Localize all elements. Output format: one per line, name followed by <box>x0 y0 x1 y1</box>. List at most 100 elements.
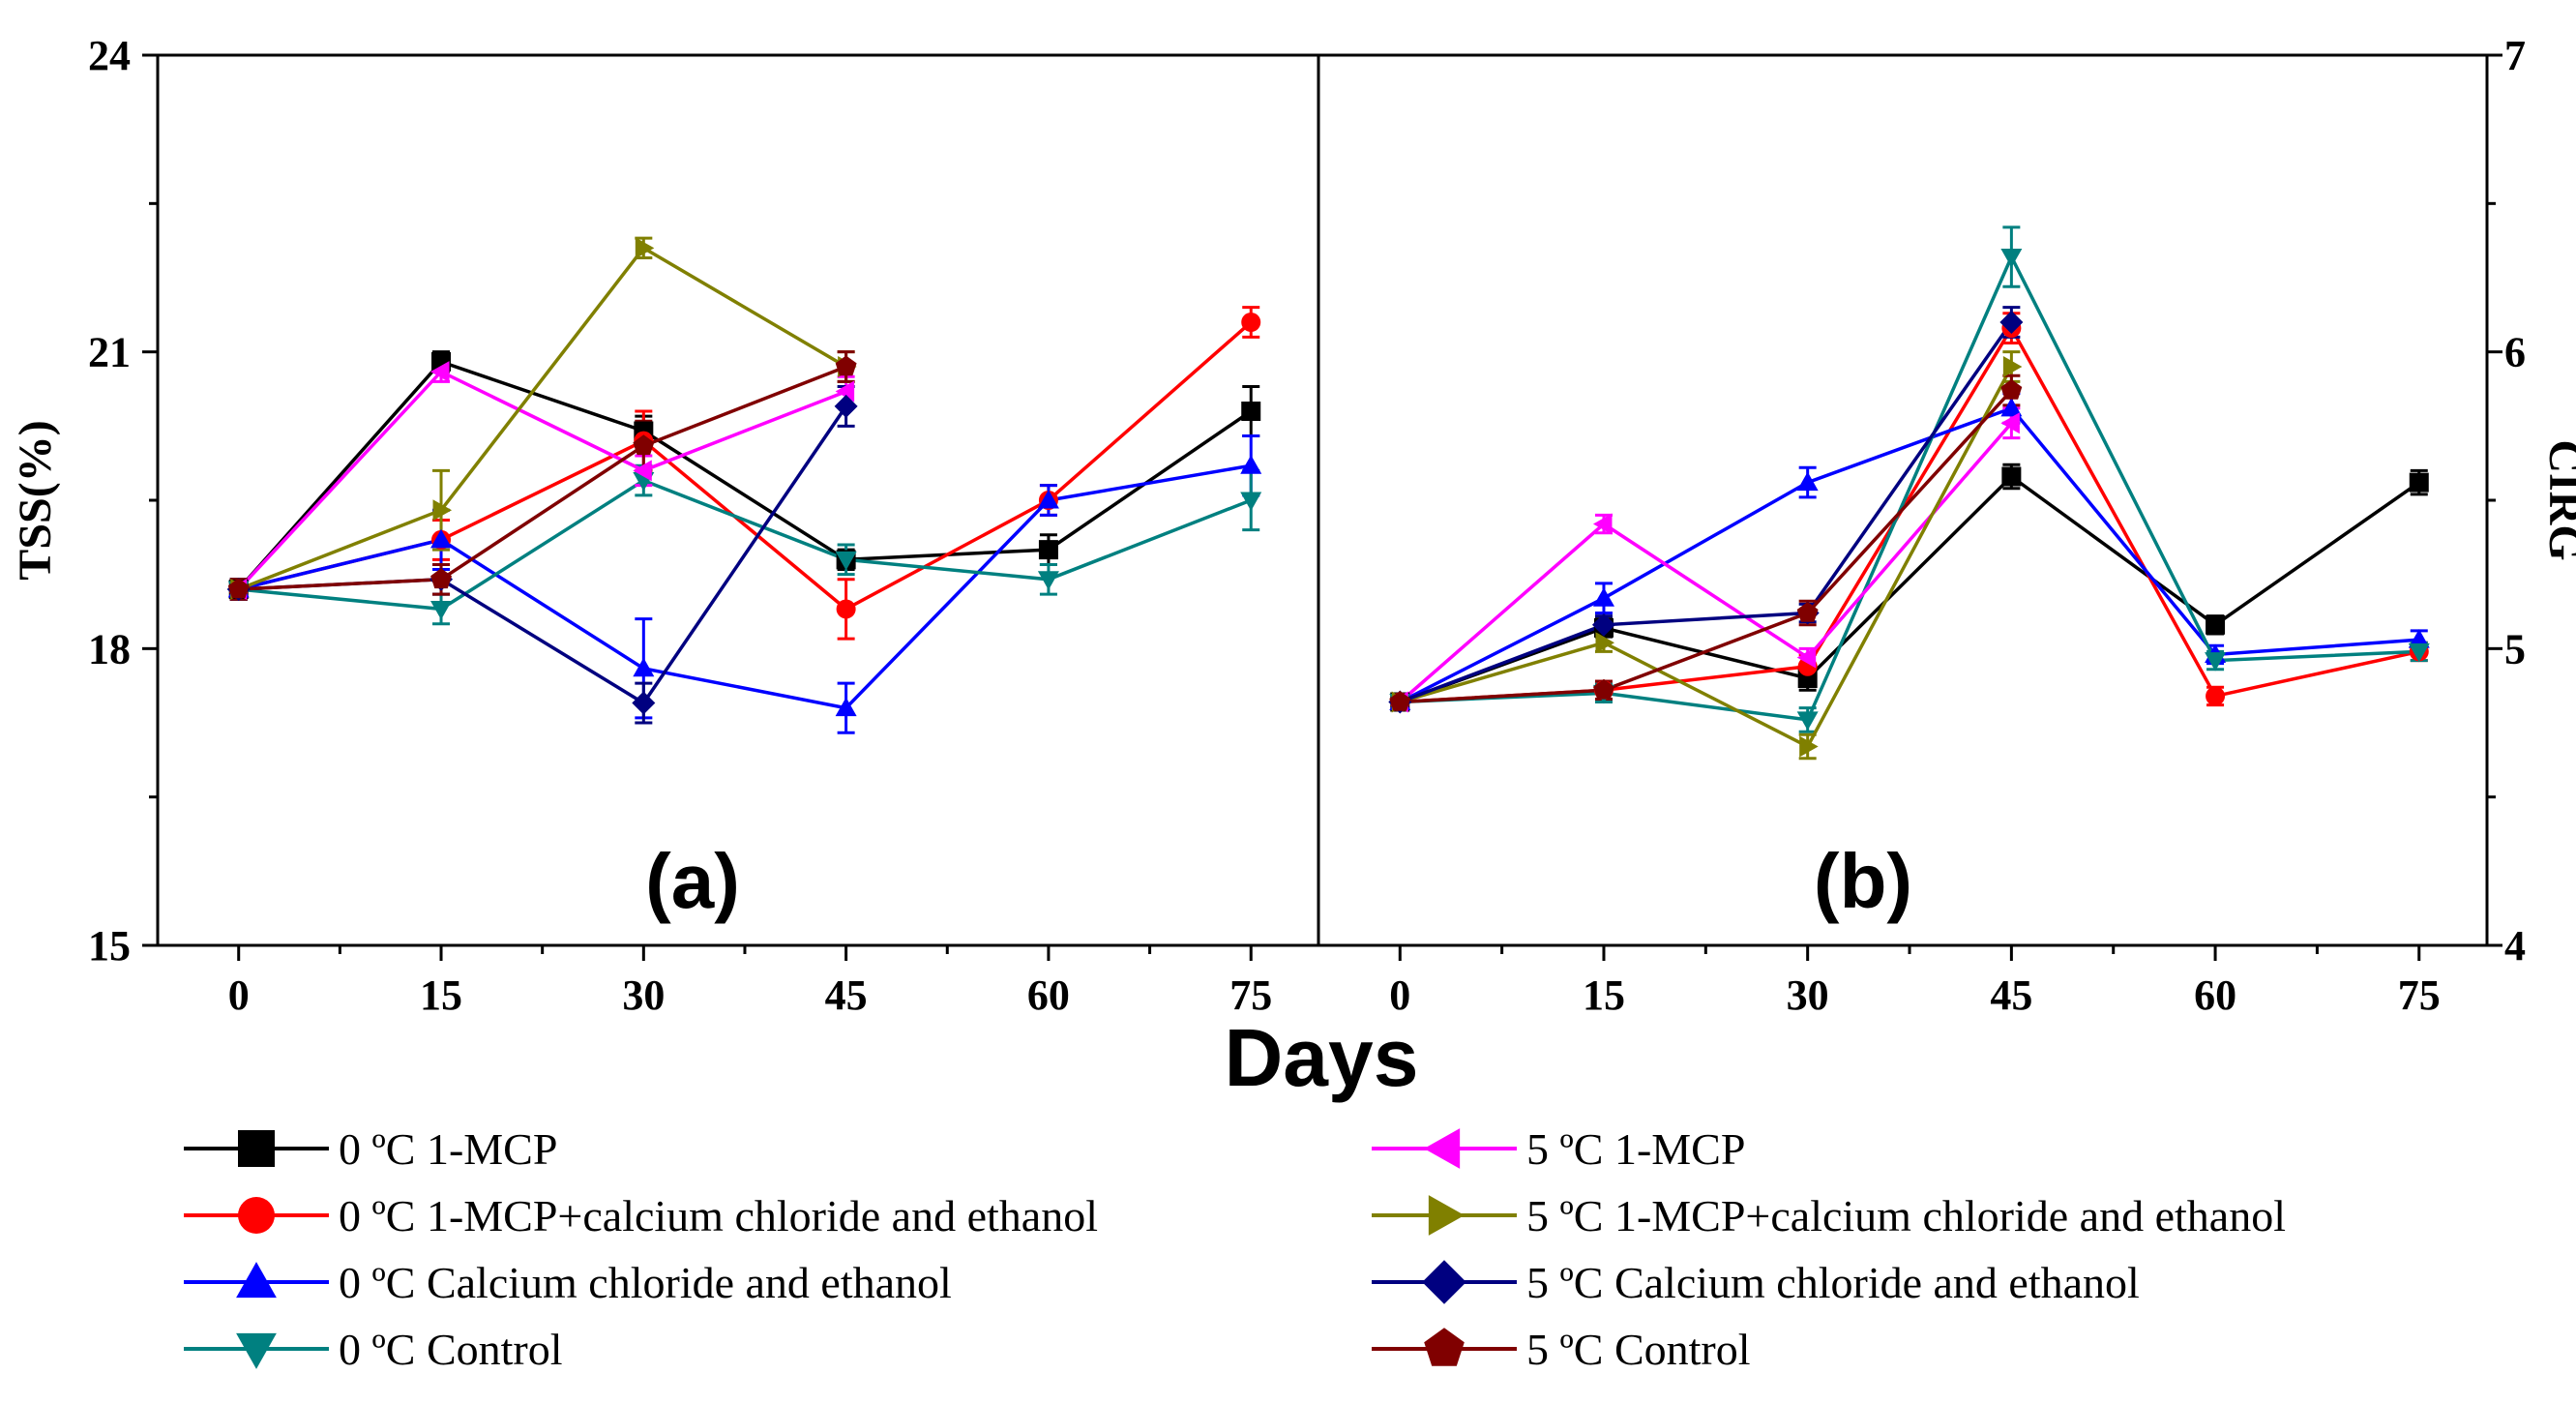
legend-marker <box>1424 1128 1461 1169</box>
panel-a-data-point <box>1037 571 1059 590</box>
panel-a-x-tick-label: 15 <box>420 971 462 1019</box>
panel-b-data-point <box>2000 412 2020 434</box>
panel-b-data-point <box>2000 397 2023 417</box>
panel-b-data-point <box>2002 356 2023 377</box>
panel-b-series-line-7 <box>1399 320 2013 704</box>
panel-a: 0 15 30 45 60 75 15 18 21 24 (a) TSS(%) <box>10 32 1320 1019</box>
panel-a-series-line-1 <box>237 359 1253 591</box>
panel-a-data-point <box>430 568 452 589</box>
panel-a-data-point <box>1240 492 1262 511</box>
panel-b-data-point <box>2001 466 2022 487</box>
legend-marker <box>1428 1195 1465 1236</box>
panel-b-y-tick-label: 6 <box>2504 329 2526 376</box>
panel-b-series-line-5 <box>1399 422 2013 703</box>
panel-a-series-line-8 <box>238 365 847 591</box>
legend-marker <box>236 1332 277 1369</box>
legend-item-4: 0 ºC Control <box>184 1325 563 1374</box>
legend-label: 0 ºC 1-MCP+calcium chloride and ethanol <box>339 1191 1098 1240</box>
panel-b-data-point <box>2206 614 2226 635</box>
panel-a-data-point <box>834 394 858 418</box>
legend-item-5: 5 ºC 1-MCP <box>1372 1124 1745 1174</box>
panel-a-data-point <box>635 237 655 259</box>
panel-b-x-tick-label: 0 <box>1389 971 1410 1019</box>
panel-b-data-point <box>1799 735 1819 758</box>
panel-b-data-point <box>1796 646 1817 669</box>
panel-b-series-line-1 <box>1399 474 2420 704</box>
panel-a-data-point <box>1038 540 1058 560</box>
panel-a-data-point <box>633 434 655 456</box>
panel-b-data-point <box>2000 249 2023 268</box>
panel-b-x-tick-label: 30 <box>1787 971 1829 1019</box>
panel-b-data-point <box>2409 472 2429 493</box>
panel-b-data-point <box>2205 652 2227 672</box>
legend-label: 5 ºC Control <box>1526 1325 1751 1374</box>
panel-b-data-point <box>1592 513 1613 535</box>
panel-a-data-point <box>835 551 857 571</box>
panel-b-data-point <box>1999 311 2024 334</box>
panel-b-x-tick-label: 15 <box>1583 971 1625 1019</box>
panel-b-x-tick-label: 75 <box>2398 971 2441 1019</box>
panel-a-label: (a) <box>645 838 740 924</box>
panel-b-series-line-3 <box>1399 405 2419 704</box>
legend-marker <box>236 1262 277 1299</box>
panel-b-data-point <box>2000 379 2023 400</box>
legend-item-6: 5 ºC 1-MCP+calcium chloride and ethanol <box>1372 1191 2286 1240</box>
panel-a-data-point <box>836 599 856 619</box>
panel-a-y-tick-label: 18 <box>88 625 131 672</box>
panel-b-y-tick-label: 5 <box>2504 625 2526 672</box>
panel-a-series-line-5 <box>237 369 847 591</box>
legend-item-1: 0 ºC 1-MCP <box>184 1124 557 1174</box>
panel-a-ticks: 0 15 30 45 60 75 15 18 21 24 <box>88 32 1272 1019</box>
panel-a-series-line-3 <box>238 463 1252 710</box>
legend-label: 0 ºC 1-MCP <box>339 1124 557 1174</box>
panel-a-series-markers <box>226 237 1262 717</box>
legend-item-2: 0 ºC 1-MCP+calcium chloride and ethanol <box>184 1191 1098 1240</box>
legend-label: 5 ºC Calcium chloride and ethanol <box>1526 1258 2140 1307</box>
panel-a-data-point <box>430 600 453 620</box>
legend-marker <box>1424 1328 1465 1366</box>
panel-b-ylabel: CIRG <box>2539 439 2576 560</box>
legend-marker <box>1422 1260 1466 1304</box>
panel-a-y-tick-label: 24 <box>88 32 131 79</box>
legend-item-8: 5 ºC Control <box>1372 1325 1751 1374</box>
panel-b-data-point <box>1796 471 1819 492</box>
panel-a-data-point <box>1240 455 1262 474</box>
panel-b-data-point <box>1389 691 1411 711</box>
panel-a-data-point <box>1241 402 1261 421</box>
panel-b-y-tick-label: 4 <box>2504 922 2526 970</box>
panel-b-series-markers <box>1388 249 2430 758</box>
panel-a-x-tick-label: 60 <box>1027 971 1070 1019</box>
panel-b-data-point <box>1593 678 1614 700</box>
panel-a-x-tick-label: 0 <box>228 971 250 1019</box>
legend-marker <box>238 1197 275 1234</box>
panel-a-data-point <box>1037 490 1059 509</box>
panel-b-y-tick-label: 7 <box>2504 32 2526 79</box>
legend-label: 5 ºC 1-MCP+calcium chloride and ethanol <box>1526 1191 2286 1240</box>
panel-a-data-point <box>632 691 656 715</box>
panel-a-x-tick-label: 45 <box>825 971 868 1019</box>
panel-b-data-point <box>1595 632 1614 654</box>
panel-b-data-point <box>1796 602 1819 622</box>
panel-a-series-line-4 <box>238 478 1252 612</box>
panel-a-data-point <box>227 578 250 599</box>
panel-a-y-tick-label: 21 <box>88 329 131 376</box>
panel-a-x-tick-label: 30 <box>622 971 665 1019</box>
panel-b-x-tick-label: 60 <box>2194 971 2236 1019</box>
x-axis-title: Days <box>1225 1012 1419 1103</box>
legend-item-3: 0 ºC Calcium chloride and ethanol <box>184 1258 952 1307</box>
panel-a-data-point <box>1241 313 1261 332</box>
legend-label: 0 ºC Calcium chloride and ethanol <box>339 1258 952 1307</box>
panel-b-data-point <box>1592 587 1614 607</box>
panel-a-data-point <box>432 499 453 522</box>
panel-b-data-point <box>1591 612 1615 637</box>
panel-a-y-tick-label: 15 <box>88 922 131 970</box>
panel-a-data-point <box>835 355 857 376</box>
legend-item-7: 5 ºC Calcium chloride and ethanol <box>1372 1258 2140 1307</box>
legend-marker <box>238 1130 275 1167</box>
panel-a-data-point <box>430 361 450 383</box>
panel-b-label: (b) <box>1814 838 1912 924</box>
